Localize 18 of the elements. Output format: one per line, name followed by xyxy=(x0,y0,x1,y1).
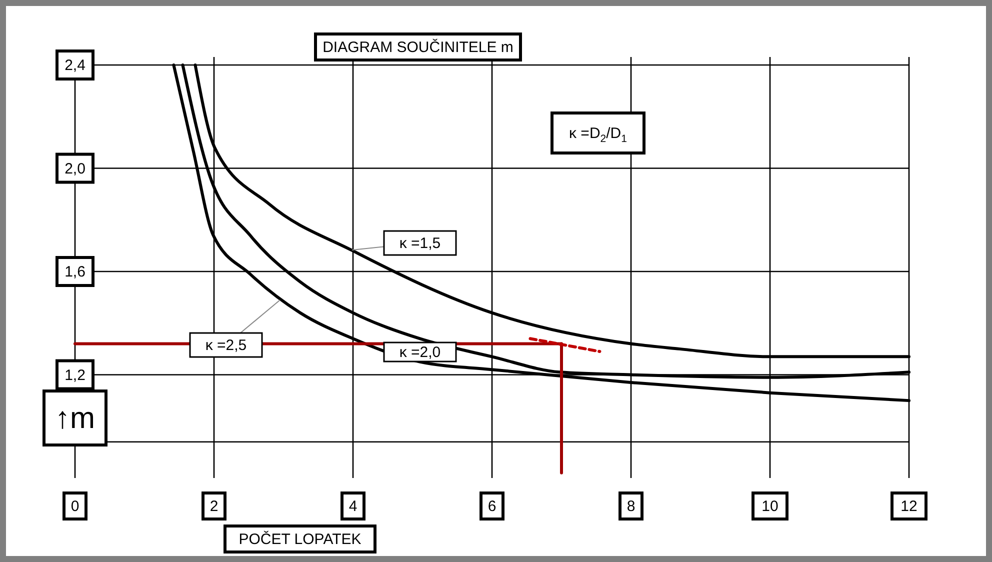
y-tick-label: 1,6 xyxy=(64,263,86,280)
annotation: κ =D$_{2}$/D$_{1}$ xyxy=(569,124,628,145)
x-tick-label: 12 xyxy=(900,498,918,514)
y-tick-label: 2,0 xyxy=(64,160,86,177)
x-tick-label: 0 xyxy=(70,498,80,514)
x-tick-label: 10 xyxy=(762,498,778,514)
y-tick-label: 1,2 xyxy=(64,366,86,384)
x-tick-label: 6 xyxy=(488,498,496,514)
text: κ =2,5 xyxy=(205,336,247,354)
series-label: κ =1,5 xyxy=(399,234,441,252)
x-tick-label: 2 xyxy=(210,498,218,514)
chart-title: DIAGRAM SOUČINITELE m xyxy=(322,38,514,56)
series-label: κ =2,0 xyxy=(399,344,441,360)
y-tick-label: 2,4 xyxy=(64,56,86,74)
y-axis-title: ↑m xyxy=(55,402,95,434)
x-axis-title: POČET LOPATEK xyxy=(238,530,362,548)
x-tick-label: 4 xyxy=(348,498,358,514)
x-tick-label: 8 xyxy=(626,498,636,514)
